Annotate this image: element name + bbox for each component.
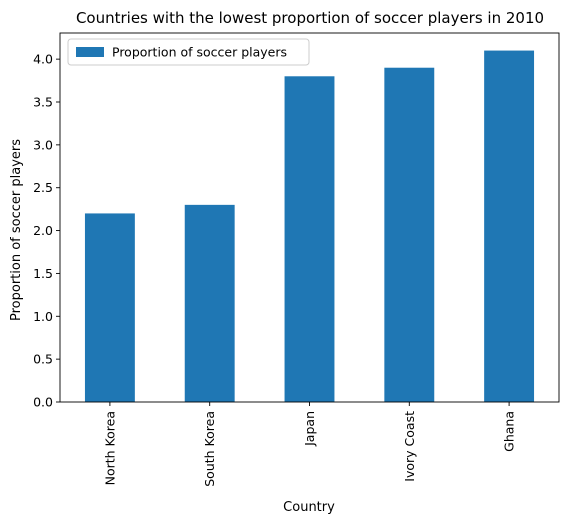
bar-ghana [484,50,535,402]
y-tick-label: 1.0 [33,309,53,324]
y-tick-label: 3.0 [33,137,53,152]
y-tick-label: 2.0 [33,223,53,238]
y-axis-label: Proportion of soccer players [9,139,24,321]
y-tick-label: 1.5 [33,266,53,281]
y-tick-label: 2.5 [33,180,53,195]
y-tick-label: 3.5 [33,95,53,110]
bar-south-korea [184,204,235,402]
bar-north-korea [84,213,135,402]
bar-ivory-coast [384,67,435,402]
y-tick-label: 4.0 [33,52,53,67]
y-tick-label: 0.5 [33,352,53,367]
chart-title: Countries with the lowest proportion of … [76,9,544,27]
legend-label: Proportion of soccer players [112,45,287,60]
plot-area: 0.0 0.5 1.0 1.5 2.0 2.5 3.0 3.5 4.0 North Korea So… [33,32,560,487]
legend-swatch [76,47,104,57]
x-axis-label: Country [283,500,335,515]
x-tick-label: North Korea [102,411,117,485]
x-tick-label: Ghana [502,411,517,452]
x-tick-label: Ivory Coast [402,411,417,482]
x-tick-label: South Korea [202,411,217,487]
legend: Proportion of soccer players [67,38,310,66]
legend-box [67,38,310,66]
x-tick-label: Japan [302,411,317,447]
bar-japan [284,76,335,403]
y-tick-label: 0.0 [33,395,53,410]
